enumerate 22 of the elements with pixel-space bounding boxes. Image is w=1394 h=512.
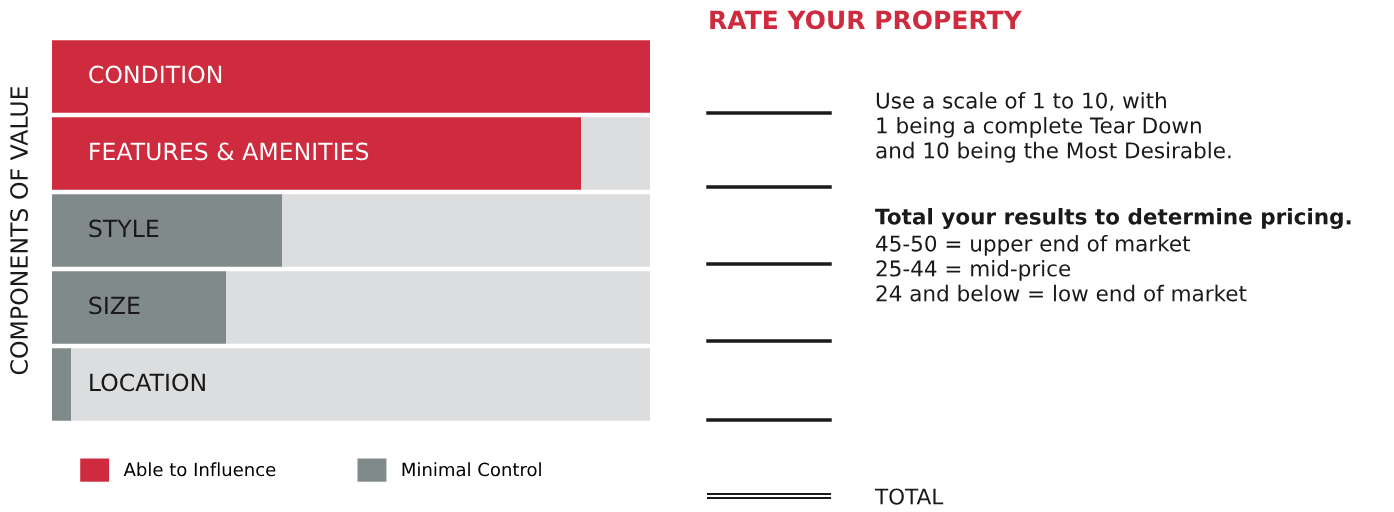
text: Use a scale of 1 to 10, with 1 being a complete Tear Down and 10 being the Most Desirable. [876, 92, 1231, 163]
bar [52, 117, 582, 190]
legend-label: Able to Influence [123, 462, 276, 477]
text: 45-50 = upper end of market 25-44 = mid-price 24 and below = low end of market [876, 235, 1247, 302]
bar [282, 194, 650, 267]
y-tick-label: STYLE [89, 219, 159, 238]
bar [71, 348, 650, 421]
y-tick-label: LOCATION [90, 373, 205, 392]
text: RATE YOUR PROPERTY [710, 10, 1022, 30]
y-tick-label: CONDITION [89, 65, 222, 84]
y-axis-title: COMPONENTS OF VALUE [10, 86, 28, 375]
bar [226, 271, 650, 344]
bar [52, 348, 72, 421]
bar [52, 194, 283, 267]
bar [52, 40, 650, 113]
text: Total your results to determine pricing. [875, 208, 1351, 229]
bar [52, 271, 227, 344]
y-tick-label: SIZE [89, 296, 140, 315]
y-tick-label: FEATURES & AMENITIES [90, 142, 369, 161]
legend-label: Minimal Control [402, 462, 541, 477]
text: TOTAL [874, 488, 944, 505]
bar [581, 117, 650, 190]
